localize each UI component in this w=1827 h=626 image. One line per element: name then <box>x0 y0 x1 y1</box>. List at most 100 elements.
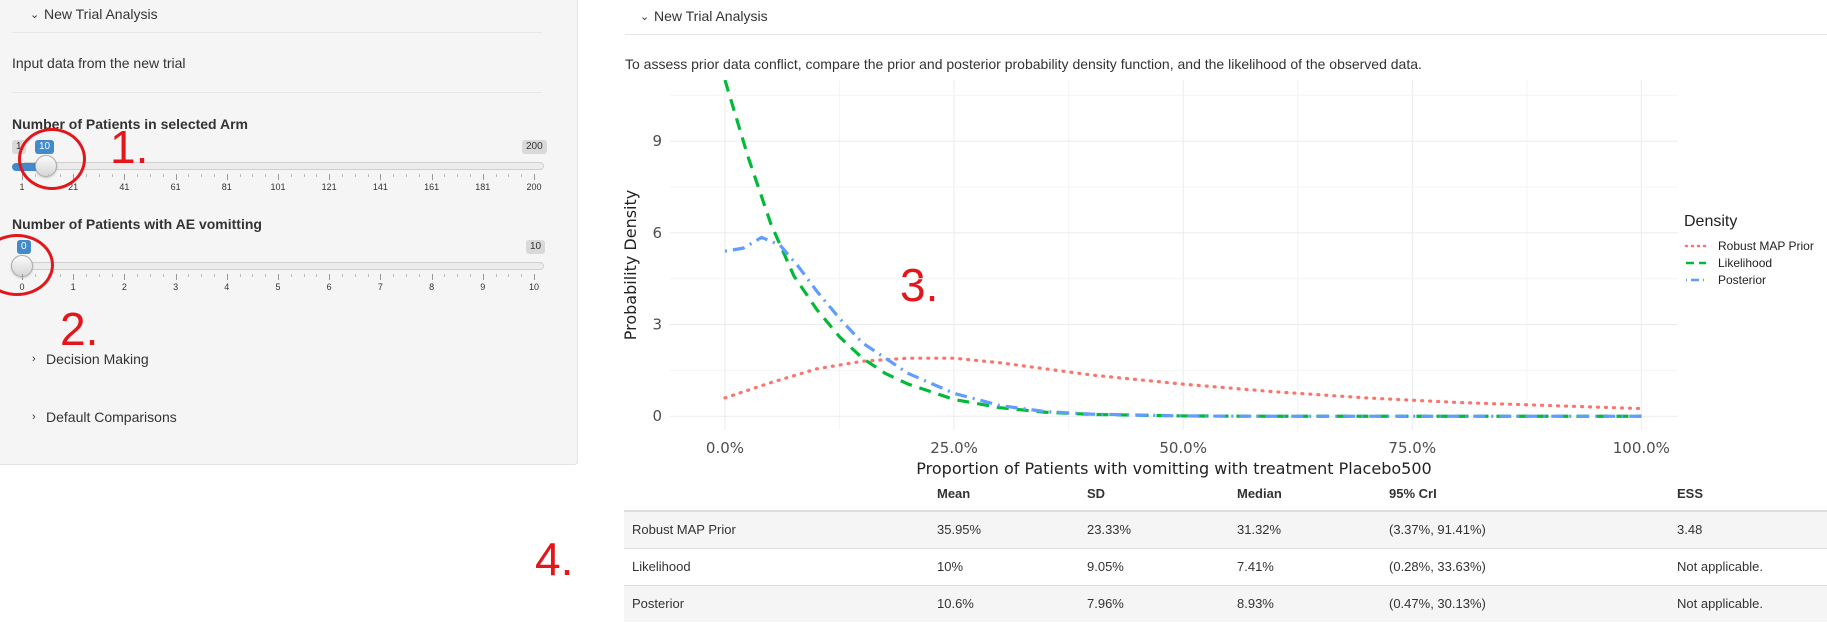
table-header-cell: Mean <box>929 479 1079 512</box>
slider-tick-label: 21 <box>68 182 79 192</box>
slider-minor-tick <box>316 274 318 277</box>
x-tick-label: 50.0% <box>1159 439 1207 457</box>
slider-minor-tick <box>418 174 420 177</box>
slider-minor-tick <box>316 174 318 177</box>
slider-tick <box>175 274 177 280</box>
slider-tick-label: 101 <box>270 182 286 192</box>
slider-patients-label: Number of Patients in selected Arm <box>12 116 248 132</box>
section-new-trial-analysis[interactable]: ⌄ New Trial Analysis <box>640 8 768 24</box>
slider-tick-label: 2 <box>121 282 127 292</box>
table-cell: Posterior <box>624 584 929 622</box>
table-header-cell: SD <box>1079 479 1229 512</box>
y-axis-title: Probability Density <box>621 190 640 341</box>
slider-tick <box>534 174 535 180</box>
slider-tick-label: 121 <box>321 182 337 192</box>
x-tick-label: 0.0% <box>706 439 744 457</box>
slider-tick-label: 6 <box>326 282 332 292</box>
slider-tick-label: 181 <box>475 182 491 192</box>
table-cell: (3.37%, 91.41%) <box>1381 510 1669 548</box>
annotation-circle <box>18 128 86 190</box>
table-header-cell <box>624 479 929 512</box>
slider-tick <box>482 274 484 280</box>
chart-legend: Density Robust MAP Prior Likelihood Post… <box>1684 213 1814 288</box>
sidebar-panel: ⌄ New Trial Analysis Input data from the… <box>0 0 578 465</box>
x-tick-label: 75.0% <box>1388 439 1436 457</box>
slider-tick-label: 41 <box>119 182 130 192</box>
slider-tick-label: 81 <box>221 182 232 192</box>
slider-tick <box>226 274 228 280</box>
summary-table: Mean SD Median 95% CrI ESS Robust MAP Prior 3… <box>624 479 1827 622</box>
divider <box>625 34 1827 35</box>
slider-minor-tick <box>406 274 407 277</box>
table-cell: 35.95% <box>929 510 1079 548</box>
accordion-label: Decision Making <box>46 351 149 367</box>
likelihood-density-line <box>723 80 1642 418</box>
slider-tick-label: 141 <box>372 182 388 192</box>
accordion-label: Default Comparisons <box>46 409 177 425</box>
slider-tick <box>380 174 382 180</box>
slider-minor-tick <box>201 274 203 277</box>
slider-minor-tick <box>252 174 254 177</box>
slider-minor-tick <box>521 174 523 177</box>
slider-minor-tick <box>86 174 87 177</box>
accordion-new-trial-analysis[interactable]: ⌄ New Trial Analysis <box>30 6 158 22</box>
slider-track[interactable] <box>22 162 544 170</box>
slider-minor-tick <box>303 274 305 277</box>
slider-minor-tick <box>188 274 190 277</box>
table-cell: 7.41% <box>1229 547 1381 585</box>
slider-minor-tick <box>214 174 215 177</box>
slider-tick <box>278 174 279 180</box>
table-cell: (0.47%, 30.13%) <box>1381 584 1669 622</box>
divider <box>12 32 542 33</box>
slider-tick <box>73 274 75 280</box>
slider-minor-tick <box>470 274 471 277</box>
legend-item-likelihood: Likelihood <box>1686 255 1773 270</box>
slider-track[interactable] <box>22 262 544 270</box>
table-header-cell: ESS <box>1669 479 1827 512</box>
table-cell: 9.05% <box>1079 547 1229 585</box>
divider <box>12 92 542 93</box>
slider-tick <box>124 174 126 180</box>
table-header-row: Mean SD Median 95% CrI ESS <box>624 479 1827 512</box>
table-row: Likelihood 10% 9.05% 7.41% (0.28%, 33.63%) No… <box>624 547 1827 585</box>
table-cell: 23.33% <box>1079 510 1229 548</box>
slider-minor-tick <box>444 174 446 177</box>
slider-tick <box>175 174 177 180</box>
slider-minor-tick <box>393 174 395 177</box>
y-tick-label: 3 <box>652 316 662 334</box>
y-tick-label: 6 <box>652 224 662 242</box>
annotation-circle <box>0 234 54 296</box>
annotation-3: 3. <box>900 259 939 311</box>
slider-tick <box>534 274 535 280</box>
table-cell: (0.28%, 33.63%) <box>1381 547 1669 585</box>
table-cell: 7.96% <box>1079 584 1229 622</box>
slider-minor-tick <box>239 274 241 277</box>
input-instructions: Input data from the new trial <box>12 55 186 71</box>
accordion-default-comparisons[interactable]: › Default Comparisons <box>32 409 177 425</box>
slider-minor-tick <box>444 274 446 277</box>
slider-minor-tick <box>495 174 497 177</box>
annotation-1: 1. <box>110 121 149 173</box>
table-cell: 8.93% <box>1229 584 1381 622</box>
slider-tick <box>124 274 126 280</box>
slider-minor-tick <box>188 174 190 177</box>
slider-minor-tick <box>150 274 151 277</box>
table-row: Posterior 10.6% 7.96% 8.93% (0.47%, 30.13%) N… <box>624 584 1827 622</box>
x-axis-title: Proportion of Patients with vomitting wi… <box>916 459 1431 478</box>
slider-minor-tick <box>508 174 510 177</box>
slider-tick-label: 5 <box>275 282 281 292</box>
slider-tick-label: 3 <box>173 282 179 292</box>
slider-minor-tick <box>290 274 292 277</box>
chevron-right-icon: › <box>32 411 36 423</box>
ae-vomiting-slider[interactable]: 0 10 0 1 2 3 4 5 6 7 8 9 10 <box>11 238 546 298</box>
patients-slider[interactable]: 1 10 200 1 21 41 61 81 101 121 141 161 181 200 <box>12 138 547 198</box>
accordion-decision-making[interactable]: › Decision Making <box>32 351 149 367</box>
slider-minor-tick <box>265 174 267 177</box>
slider-minor-tick <box>201 174 203 177</box>
slider-minor-tick <box>150 174 151 177</box>
slider-tick <box>278 274 279 280</box>
slider-minor-tick <box>303 174 305 177</box>
slider-minor-tick <box>162 274 164 277</box>
slider-tick-label: 10 <box>528 282 540 292</box>
slider-tick <box>22 174 23 180</box>
